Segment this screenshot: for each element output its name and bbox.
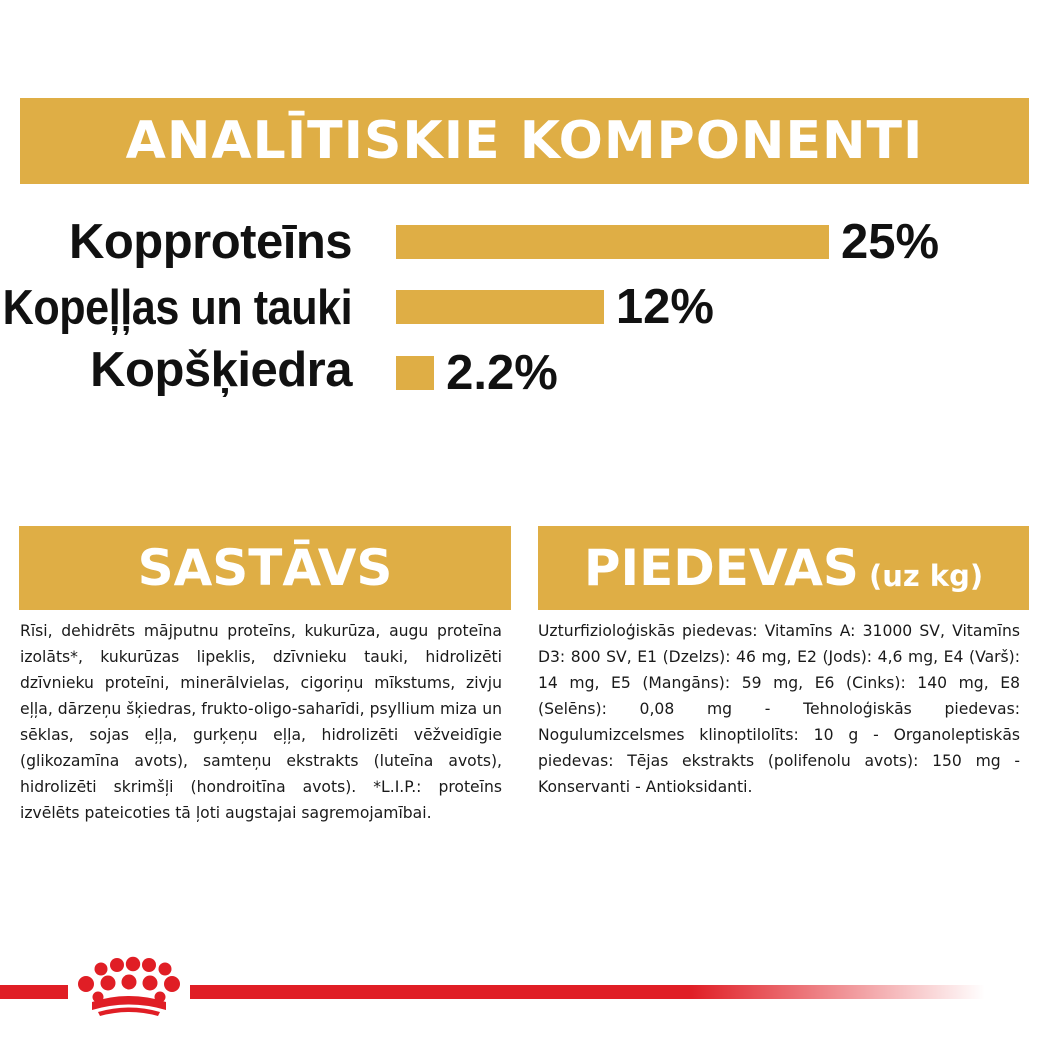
analytical-components-banner: ANALĪTISKIE KOMPONENTI — [20, 98, 1029, 184]
composition-banner: SASTĀVS — [19, 526, 511, 610]
bar-crude-protein — [396, 225, 829, 259]
footer-brand-line — [0, 985, 985, 999]
value-fat-content: 12% — [615, 280, 714, 334]
analytical-components-title: ANALĪTISKIE KOMPONENTI — [125, 111, 924, 171]
label-fat-content: Kopeļļas un tauki — [2, 281, 352, 335]
crown-icon — [68, 956, 190, 1022]
additives-title-suffix: (uz kg) — [868, 559, 984, 593]
additives-banner: PIEDEVAS (uz kg) — [538, 526, 1029, 610]
label-crude-fibre: Kopšķiedra — [90, 343, 352, 397]
value-crude-fibre: 2.2% — [446, 346, 558, 400]
label-crude-protein: Kopproteīns — [68, 215, 353, 269]
additives-text: Uzturfizioloģiskās piedevas: Vitamīns A:… — [538, 622, 1020, 796]
composition-text: Rīsi, dehidrēts mājputnu proteīns, kukur… — [20, 622, 502, 822]
value-crude-protein: 25% — [841, 215, 940, 269]
composition-title: SASTĀVS — [137, 539, 393, 597]
additives-title: PIEDEVAS — [583, 539, 859, 597]
bar-crude-fibre — [396, 356, 435, 390]
bar-fat-content — [396, 290, 604, 324]
